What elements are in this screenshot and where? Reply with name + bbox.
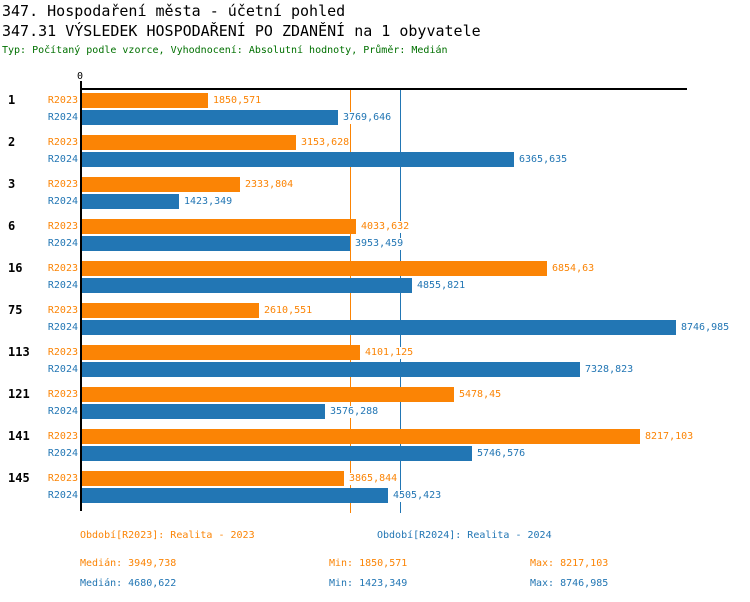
- page-subtitle: 347.31 VÝSLEDEK HOSPODAŘENÍ PO ZDANĚNÍ n…: [2, 22, 481, 40]
- bar-r2024: [82, 320, 676, 335]
- bar-r2023: [82, 135, 296, 150]
- stat-min-r2023: Min: 1850,571: [329, 558, 408, 569]
- bar-value-label: 4855,821: [416, 280, 467, 292]
- bar-value-label: 1423,349: [183, 196, 234, 208]
- median-line-r2024: [400, 90, 401, 513]
- bar-group-label: 6: [8, 219, 16, 233]
- series-label-r2023: R2023: [47, 95, 78, 106]
- series-label-r2023: R2023: [47, 473, 78, 484]
- bar-r2023: [82, 345, 360, 360]
- bar-r2023: [82, 261, 547, 276]
- axis-zero-label: 0: [76, 71, 84, 82]
- series-label-r2024: R2024: [47, 238, 78, 249]
- series-label-r2024: R2024: [47, 490, 78, 501]
- series-label-r2024: R2024: [47, 406, 78, 417]
- bar-r2024: [82, 110, 338, 125]
- series-label-r2023: R2023: [47, 221, 78, 232]
- bar-r2023: [82, 177, 240, 192]
- series-label-r2024: R2024: [47, 280, 78, 291]
- stat-median-r2023: Medián: 3949,738: [80, 558, 177, 569]
- series-label-r2023: R2023: [47, 431, 78, 442]
- bar-r2023: [82, 429, 640, 444]
- bar-r2024: [82, 194, 179, 209]
- bar-value-label: 3153,628: [300, 137, 351, 149]
- bar-group-label: 75: [8, 303, 23, 317]
- series-label-r2024: R2024: [47, 196, 78, 207]
- bar-value-label: 8217,103: [644, 431, 695, 443]
- bar-r2023: [82, 387, 454, 402]
- bar-r2024: [82, 362, 580, 377]
- bar-group-label: 141: [8, 429, 30, 443]
- bar-value-label: 5746,576: [476, 448, 527, 460]
- series-label-r2024: R2024: [47, 154, 78, 165]
- bar-group-label: 145: [8, 471, 30, 485]
- bar-group-label: 16: [8, 261, 23, 275]
- series-label-r2023: R2023: [47, 263, 78, 274]
- bar-group-label: 3: [8, 177, 16, 191]
- y-axis-line: [80, 81, 82, 511]
- bar-r2024: [82, 446, 472, 461]
- series-label-r2023: R2023: [47, 137, 78, 148]
- series-label-r2024: R2024: [47, 322, 78, 333]
- series-label-r2023: R2023: [47, 305, 78, 316]
- bar-r2024: [82, 404, 325, 419]
- series-label-r2024: R2024: [47, 112, 78, 123]
- bar-value-label: 1850,571: [212, 95, 263, 107]
- bar-value-label: 4505,423: [392, 490, 443, 502]
- series-label-r2023: R2023: [47, 389, 78, 400]
- series-label-r2024: R2024: [47, 364, 78, 375]
- bar-r2023: [82, 219, 356, 234]
- chart-top-border: [80, 88, 687, 90]
- bar-value-label: 6854,63: [551, 263, 596, 275]
- bar-value-label: 6365,635: [518, 154, 569, 166]
- bar-value-label: 2333,804: [244, 179, 295, 191]
- bar-value-label: 4101,125: [364, 347, 415, 359]
- bar-r2024: [82, 152, 514, 167]
- page-title: 347. Hospodaření města - účetní pohled: [2, 2, 346, 20]
- bar-r2023: [82, 471, 344, 486]
- bar-r2024: [82, 488, 388, 503]
- bar-r2024: [82, 278, 412, 293]
- series-label-r2023: R2023: [47, 347, 78, 358]
- series-label-r2023: R2023: [47, 179, 78, 190]
- bar-value-label: 3576,288: [329, 406, 380, 418]
- bar-group-label: 121: [8, 387, 30, 401]
- stat-min-r2024: Min: 1423,349: [329, 578, 408, 589]
- bar-value-label: 7328,823: [584, 364, 635, 376]
- bar-value-label: 3865,844: [348, 473, 399, 485]
- bar-r2023: [82, 303, 259, 318]
- bar-group-label: 1: [8, 93, 16, 107]
- bar-value-label: 2610,551: [263, 305, 314, 317]
- bar-value-label: 8746,985: [680, 322, 731, 334]
- bar-value-label: 5478,45: [458, 389, 503, 401]
- bar-group-label: 113: [8, 345, 30, 359]
- stat-max-r2023: Max: 8217,103: [530, 558, 609, 569]
- bar-r2023: [82, 93, 208, 108]
- bar-value-label: 3769,646: [342, 112, 393, 124]
- bar-group-label: 2: [8, 135, 16, 149]
- bar-r2024: [82, 236, 350, 251]
- median-line-r2023: [350, 90, 351, 513]
- legend-r2024: Období[R2024]: Realita - 2024: [377, 530, 552, 541]
- page-meta-info: Typ: Počítaný podle vzorce, Vyhodnocení:…: [2, 45, 448, 56]
- legend-r2023: Období[R2023]: Realita - 2023: [80, 530, 255, 541]
- series-label-r2024: R2024: [47, 448, 78, 459]
- stat-median-r2024: Medián: 4680,622: [80, 578, 177, 589]
- bar-value-label: 3953,459: [354, 238, 405, 250]
- stat-max-r2024: Max: 8746,985: [530, 578, 609, 589]
- bar-value-label: 4033,632: [360, 221, 411, 233]
